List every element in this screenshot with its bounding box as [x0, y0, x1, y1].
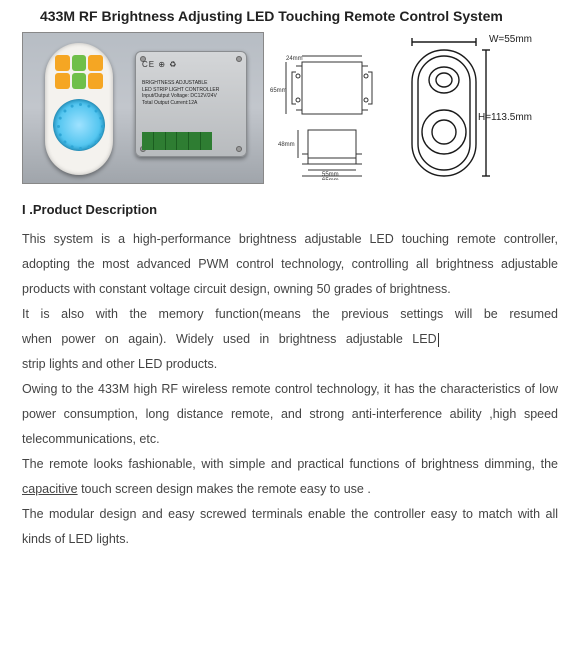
product-description: This system is a high-performance bright…	[22, 227, 558, 552]
controller-label-line: Total Output Current:12A	[142, 100, 240, 107]
terminal-block	[142, 132, 212, 150]
svg-text:65mm: 65mm	[270, 88, 287, 94]
dimension-width-label: W=55mm	[489, 34, 532, 45]
paragraph-text: touch screen design makes the remote eas…	[78, 482, 371, 496]
technical-drawing: 65mm 48mm 55mm 65mm 24mm	[268, 36, 388, 180]
remote-button	[72, 55, 87, 71]
screw-icon	[236, 146, 242, 152]
remote-button	[55, 73, 70, 89]
remote-button	[72, 73, 87, 89]
dial-dot-ring	[53, 99, 105, 151]
description-paragraph: The remote looks fashionable, with simpl…	[22, 452, 558, 502]
text-cursor-icon	[437, 332, 439, 346]
remote-button	[88, 73, 103, 89]
page-title: 433M RF Brightness Adjusting LED Touchin…	[40, 8, 558, 24]
screw-icon	[236, 56, 242, 62]
description-paragraph: strip lights and other LED products.	[22, 352, 558, 377]
remote-button-grid	[55, 55, 103, 89]
remote-outline-drawing: W=55mm H=113.5mm	[392, 32, 532, 184]
description-paragraph: The modular design and easy screwed term…	[22, 502, 558, 552]
svg-text:65mm: 65mm	[322, 178, 339, 180]
figure-row: CE ⊕ ♻ BRIGHTNESS ADJUSTABLE LED STRIP L…	[22, 32, 558, 184]
remote-button	[88, 55, 103, 71]
ce-marks: CE ⊕ ♻	[142, 60, 177, 69]
controller-label: BRIGHTNESS ADJUSTABLE LED STRIP LIGHT CO…	[142, 80, 240, 106]
svg-text:24mm: 24mm	[286, 56, 303, 62]
underlined-word: capacitive	[22, 482, 78, 496]
paragraph-text: The remote looks fashionable, with simpl…	[22, 457, 558, 471]
section-heading: I .Product Description	[22, 202, 558, 217]
description-paragraph: Owing to the 433M high RF wireless remot…	[22, 377, 558, 452]
touch-dial	[53, 99, 105, 151]
remote-button	[55, 55, 70, 71]
description-paragraph: It is also with the memory function(mean…	[22, 302, 558, 352]
product-photo: CE ⊕ ♻ BRIGHTNESS ADJUSTABLE LED STRIP L…	[22, 32, 264, 184]
dimension-height-label: H=113.5mm	[478, 112, 532, 123]
paragraph-text: It is also with the memory function(mean…	[22, 307, 558, 346]
remote-photo	[45, 43, 113, 175]
svg-text:48mm: 48mm	[278, 142, 295, 148]
description-paragraph: This system is a high-performance bright…	[22, 227, 558, 302]
controller-photo: CE ⊕ ♻ BRIGHTNESS ADJUSTABLE LED STRIP L…	[135, 51, 247, 157]
